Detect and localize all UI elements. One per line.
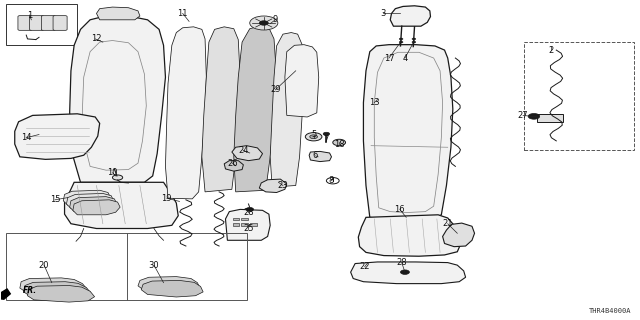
Polygon shape [65, 182, 178, 228]
Circle shape [113, 175, 123, 180]
Polygon shape [63, 190, 111, 205]
Circle shape [399, 38, 403, 40]
Text: 5: 5 [311, 130, 316, 139]
Polygon shape [0, 289, 10, 299]
Text: 22: 22 [360, 262, 370, 271]
Text: 24: 24 [238, 146, 248, 155]
Text: 14: 14 [21, 133, 31, 142]
Bar [6, 233, 246, 300]
Text: 21: 21 [442, 219, 453, 228]
Text: 6: 6 [313, 151, 318, 160]
Bar [6, 4, 77, 45]
Polygon shape [166, 27, 206, 199]
Text: 2: 2 [548, 45, 554, 55]
Text: 15: 15 [50, 195, 60, 204]
Polygon shape [358, 215, 461, 256]
Polygon shape [309, 151, 332, 162]
Polygon shape [232, 146, 262, 161]
Text: 12: 12 [92, 35, 102, 44]
Text: 16: 16 [394, 205, 405, 214]
Text: 20: 20 [39, 261, 49, 270]
Text: 28: 28 [396, 258, 407, 267]
Polygon shape [141, 280, 203, 297]
Polygon shape [138, 276, 200, 293]
Circle shape [259, 21, 268, 25]
Bar [232, 218, 239, 220]
Text: 8: 8 [329, 176, 334, 185]
Polygon shape [285, 45, 319, 117]
Text: 13: 13 [369, 98, 380, 107]
Polygon shape [70, 16, 166, 182]
Text: 30: 30 [148, 261, 159, 270]
Circle shape [401, 270, 410, 274]
Text: 18: 18 [334, 140, 344, 148]
Polygon shape [364, 45, 453, 220]
Bar [241, 223, 248, 226]
Circle shape [399, 41, 403, 43]
Polygon shape [270, 33, 304, 187]
Text: 26: 26 [227, 159, 238, 168]
Text: 11: 11 [177, 9, 188, 18]
Polygon shape [97, 7, 140, 20]
Polygon shape [351, 262, 466, 284]
FancyBboxPatch shape [42, 16, 56, 30]
Circle shape [528, 114, 540, 119]
Polygon shape [24, 282, 91, 298]
Bar [241, 218, 248, 220]
Text: FR.: FR. [23, 286, 37, 295]
Text: 29: 29 [270, 85, 280, 94]
Polygon shape [15, 114, 100, 159]
Text: 10: 10 [108, 168, 118, 177]
Text: 28: 28 [243, 208, 254, 217]
Text: 25: 25 [243, 224, 253, 233]
Circle shape [412, 41, 416, 43]
Circle shape [323, 132, 330, 135]
Polygon shape [224, 161, 243, 171]
Circle shape [305, 132, 322, 141]
Text: 27: 27 [518, 111, 529, 120]
Circle shape [246, 207, 253, 211]
Text: 17: 17 [383, 53, 394, 62]
Polygon shape [390, 6, 431, 26]
Polygon shape [67, 194, 114, 208]
FancyBboxPatch shape [18, 16, 32, 30]
Polygon shape [234, 26, 276, 192]
Polygon shape [225, 209, 270, 240]
Bar [537, 114, 563, 122]
Polygon shape [259, 179, 287, 193]
Bar [524, 42, 634, 150]
Polygon shape [28, 285, 95, 302]
Text: 19: 19 [161, 194, 172, 203]
Circle shape [250, 16, 278, 30]
Polygon shape [73, 200, 120, 215]
Text: 9: 9 [273, 15, 278, 24]
Polygon shape [20, 278, 87, 294]
Bar [232, 223, 239, 226]
Circle shape [333, 139, 346, 146]
Text: 3: 3 [380, 9, 385, 18]
Text: THR4B4000A: THR4B4000A [589, 308, 632, 314]
Text: 1: 1 [27, 11, 32, 20]
Circle shape [412, 38, 416, 40]
Text: 4: 4 [403, 53, 408, 62]
Text: 23: 23 [278, 181, 288, 190]
FancyBboxPatch shape [29, 16, 44, 30]
Polygon shape [202, 27, 240, 192]
Text: 7: 7 [324, 135, 329, 144]
Polygon shape [70, 197, 117, 212]
Bar [250, 223, 257, 226]
FancyBboxPatch shape [53, 16, 67, 30]
Circle shape [310, 135, 317, 139]
Polygon shape [443, 223, 474, 247]
